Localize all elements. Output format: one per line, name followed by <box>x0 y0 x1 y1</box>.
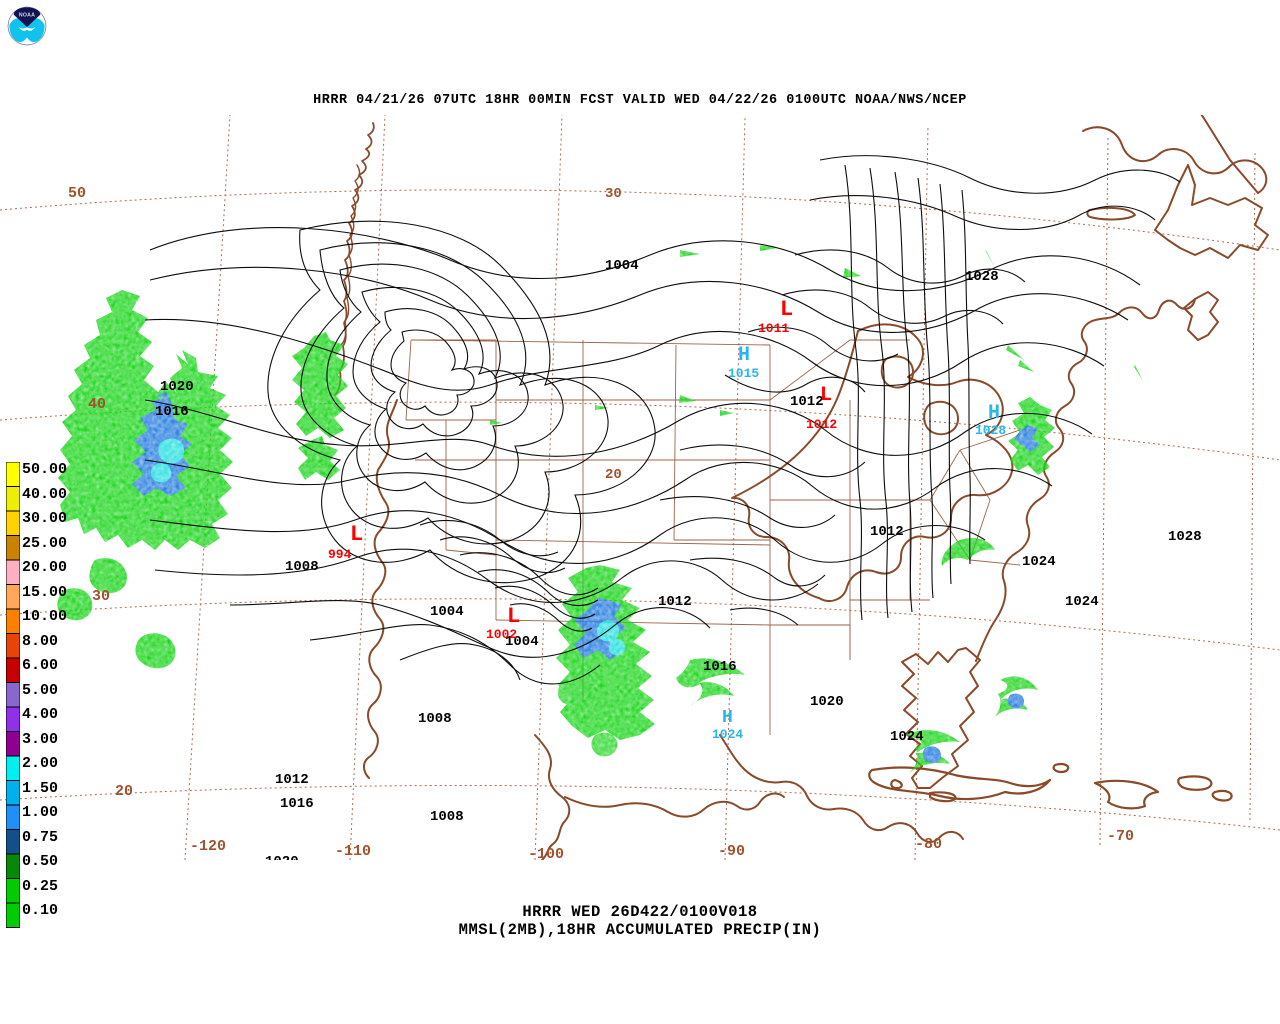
svg-text:-120: -120 <box>190 838 226 855</box>
svg-text:L: L <box>780 297 793 322</box>
svg-text:-100: -100 <box>528 846 564 863</box>
svg-text:1004: 1004 <box>605 258 639 274</box>
svg-text:H: H <box>722 708 733 728</box>
svg-text:1004: 1004 <box>430 604 464 620</box>
svg-text:994: 994 <box>328 547 352 562</box>
svg-text:-80: -80 <box>915 836 942 853</box>
svg-text:-90: -90 <box>718 843 745 860</box>
svg-text:1011: 1011 <box>758 321 789 336</box>
svg-text:1002: 1002 <box>486 627 517 642</box>
svg-text:1008: 1008 <box>418 711 452 727</box>
svg-text:1020: 1020 <box>810 694 844 710</box>
svg-text:1012: 1012 <box>658 594 692 610</box>
svg-text:30: 30 <box>92 588 110 605</box>
svg-text:1028: 1028 <box>965 269 999 285</box>
svg-text:1008: 1008 <box>430 809 464 825</box>
svg-text:1016: 1016 <box>155 404 189 420</box>
svg-text:1008: 1008 <box>348 884 382 900</box>
svg-text:1012: 1012 <box>870 524 904 540</box>
svg-text:40: 40 <box>88 396 106 413</box>
svg-text:1016: 1016 <box>703 659 737 675</box>
svg-text:1028: 1028 <box>975 423 1006 438</box>
svg-text:L: L <box>507 604 520 629</box>
svg-text:1012: 1012 <box>790 394 824 410</box>
svg-text:1020: 1020 <box>160 379 194 395</box>
svg-text:-110: -110 <box>335 843 371 860</box>
svg-text:1024: 1024 <box>712 727 743 742</box>
svg-text:1024: 1024 <box>1065 594 1099 610</box>
svg-text:H: H <box>988 402 1000 425</box>
svg-text:H: H <box>738 344 750 367</box>
svg-text:1012: 1012 <box>806 417 837 432</box>
svg-text:1012: 1012 <box>275 772 309 788</box>
svg-text:1024: 1024 <box>1022 554 1056 570</box>
svg-text:1020: 1020 <box>265 854 299 870</box>
svg-text:1016: 1016 <box>280 796 314 812</box>
svg-text:L: L <box>820 384 832 407</box>
svg-text:1015: 1015 <box>728 366 759 381</box>
svg-text:1024: 1024 <box>890 729 924 745</box>
svg-text:1008: 1008 <box>285 559 319 575</box>
svg-text:50: 50 <box>68 185 86 202</box>
svg-text:1028: 1028 <box>1168 529 1202 545</box>
svg-text:L: L <box>350 522 363 547</box>
svg-text:20: 20 <box>605 467 622 483</box>
svg-text:20: 20 <box>115 783 133 800</box>
svg-text:30: 30 <box>605 186 622 202</box>
svg-text:-70: -70 <box>1107 828 1134 845</box>
